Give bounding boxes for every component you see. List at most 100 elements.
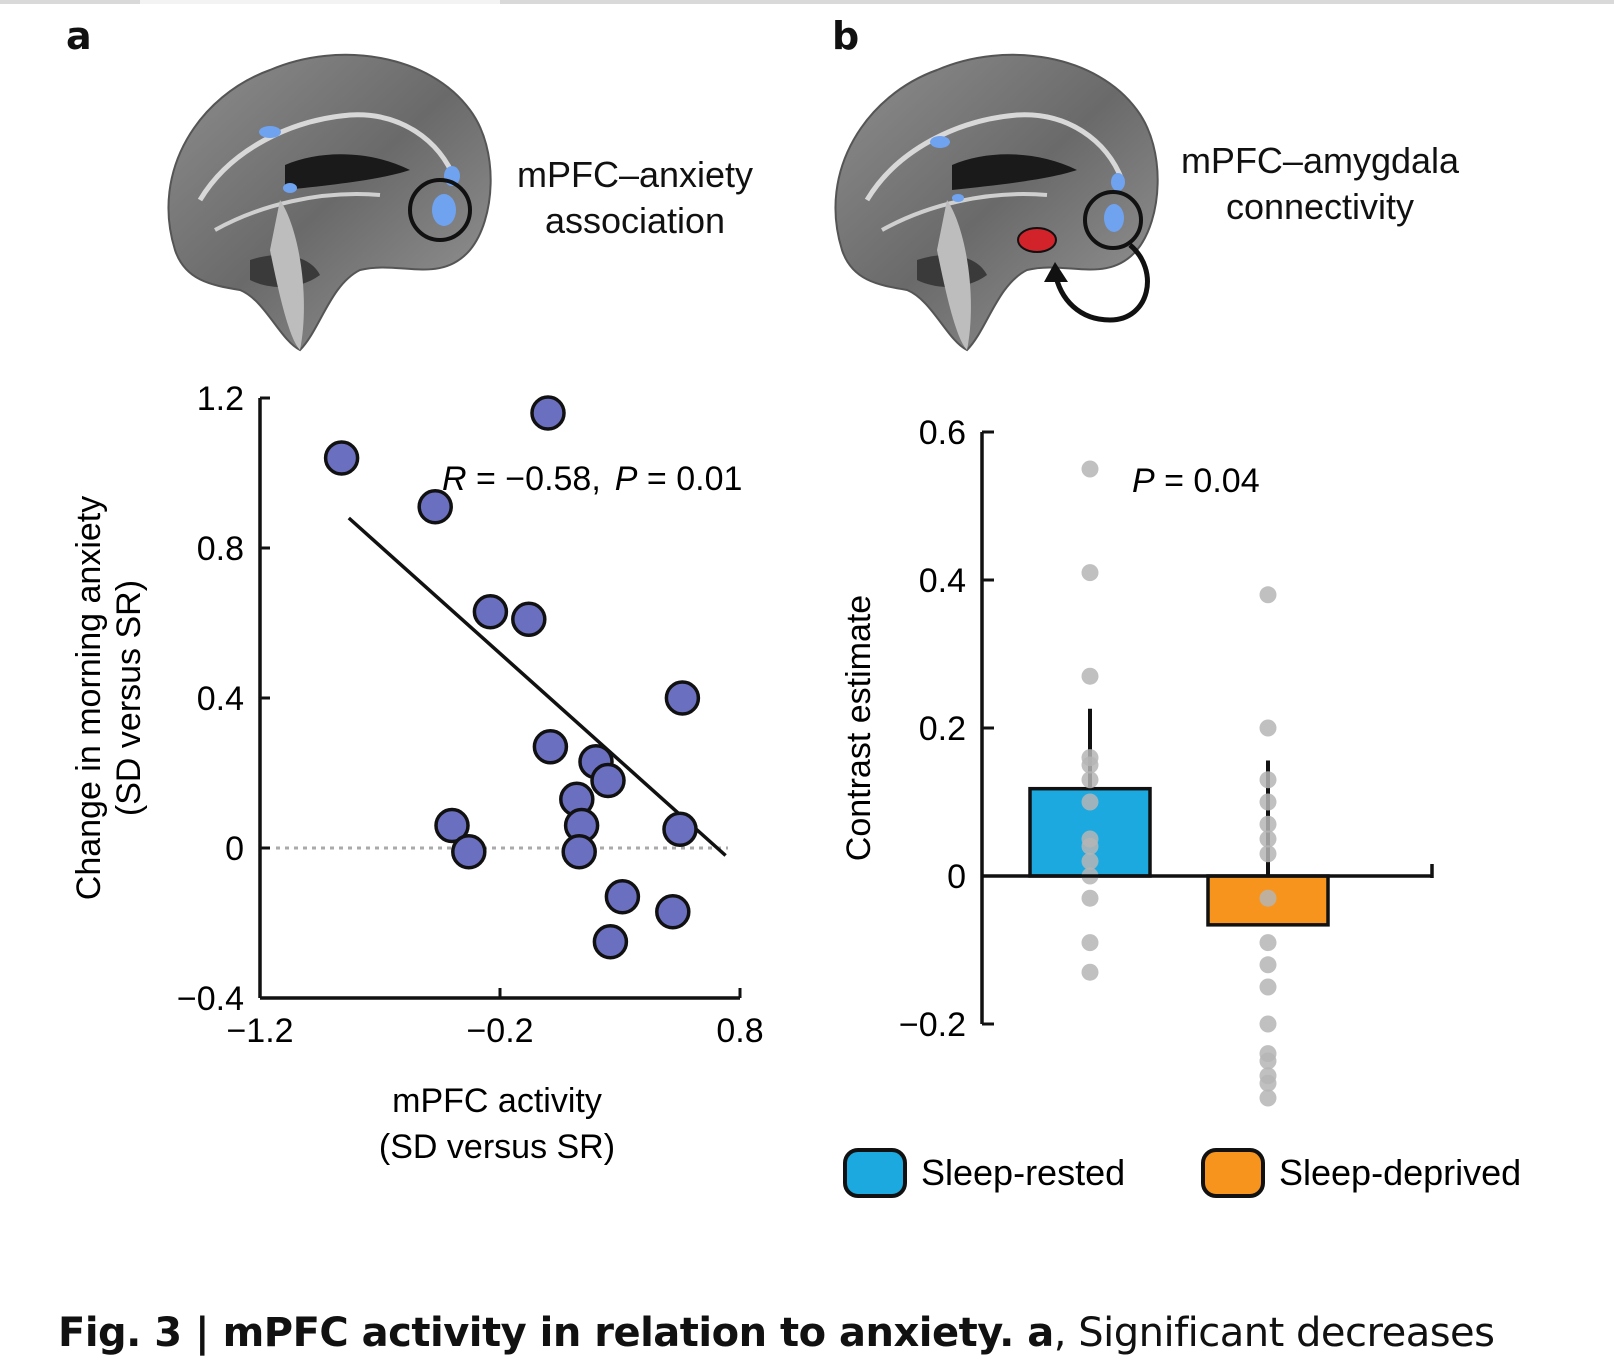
bar-tick-labels: −0.2 0 0.2 0.4 0.6 xyxy=(899,414,966,1044)
individual-dot xyxy=(1259,830,1277,848)
scatter-xtick-label: 0.8 xyxy=(716,1012,763,1050)
caption-rest: , Significant decreases xyxy=(1053,1310,1495,1356)
brain-label-a: mPFC–anxiety association xyxy=(500,152,770,244)
scatter-ylabel-line1: Change in morning anxiety xyxy=(70,496,108,900)
individual-dot xyxy=(1259,845,1277,863)
activation-blob-b4 xyxy=(1104,204,1124,232)
bar-p-annotation: P = 0.04 xyxy=(1132,462,1260,500)
bar-ytick-label: 0 xyxy=(947,858,966,896)
scatter-point xyxy=(561,834,597,870)
scatter-ytick-label: 1.2 xyxy=(197,380,244,418)
individual-dot xyxy=(1259,1074,1277,1092)
scatter-chart: −0.4 0 0.4 0.8 1.2 −1.2 −0.2 0.8 R = −0.58, P = … xyxy=(70,380,764,1166)
individual-dot xyxy=(1259,771,1277,789)
scatter-point xyxy=(434,807,470,844)
scatter-xlabel-line1: mPFC activity xyxy=(392,1082,602,1120)
bar-ytick-label: −0.2 xyxy=(899,1006,966,1044)
scatter-point xyxy=(604,879,641,915)
individual-dot xyxy=(1081,756,1099,774)
amygdala-marker xyxy=(1017,227,1057,253)
individual-dots xyxy=(1081,460,1277,1107)
brain-label-b-line1: mPFC–amygdala xyxy=(1180,140,1460,181)
scatter-ylabel-line2: (SD versus SR) xyxy=(110,580,148,816)
scatter-point xyxy=(655,894,691,930)
individual-dot xyxy=(1259,815,1277,833)
annotation-r-symbol: R xyxy=(442,460,467,498)
scatter-point xyxy=(451,834,487,870)
individual-dot xyxy=(1259,889,1277,907)
scatter-tick-labels: −0.4 0 0.4 0.8 1.2 −1.2 −0.2 0.8 xyxy=(177,380,764,1050)
individual-dot xyxy=(1081,889,1099,907)
regression-line xyxy=(347,516,727,857)
individual-dot xyxy=(1081,837,1099,855)
activation-blob-a4 xyxy=(432,194,456,226)
scatter-point xyxy=(472,594,509,630)
top-border-tab xyxy=(140,0,500,4)
connectivity-arrowhead xyxy=(1044,262,1068,282)
panel-letter-a: a xyxy=(66,14,92,58)
scatter-point xyxy=(530,395,566,431)
legend-swatch-sleep-deprived xyxy=(1201,1148,1265,1198)
bars xyxy=(1028,786,1330,927)
activation-blob-a2 xyxy=(283,183,297,193)
scatter-ytick-label: 0 xyxy=(225,830,244,868)
brain-label-a-line1: mPFC–anxiety xyxy=(516,154,754,195)
scatter-xlabel-line2: (SD versus SR) xyxy=(379,1128,615,1166)
activation-blob-b2 xyxy=(952,194,964,202)
scatter-ytick-label: 0.8 xyxy=(197,530,244,568)
brain-image-a xyxy=(167,53,492,352)
individual-dot xyxy=(1259,978,1277,996)
connectivity-arrow xyxy=(1052,243,1150,323)
individual-dot xyxy=(1081,460,1099,478)
scatter-points xyxy=(323,395,701,960)
bar-chart: −0.2 0 0.2 0.4 0.6 P = 0.04 Contrast estimat… xyxy=(840,414,1521,1198)
scatter-point xyxy=(323,440,360,476)
scatter-point xyxy=(417,489,453,525)
individual-dot xyxy=(1259,934,1277,952)
annotation-p-symbol: P xyxy=(615,460,638,498)
brain-image-b xyxy=(834,53,1159,352)
scatter-point xyxy=(511,601,547,637)
caption-bold: Fig. 3 | mPFC activity in relation to an… xyxy=(58,1310,1054,1356)
bar-ytick-label: 0.2 xyxy=(919,710,966,748)
brain-label-b: mPFC–amygdala connectivity xyxy=(1160,138,1480,230)
individual-dot xyxy=(1081,963,1099,981)
bar-ylabel: Contrast estimate xyxy=(840,595,878,861)
legend-swatch-sleep-rested xyxy=(843,1148,907,1198)
scatter-point xyxy=(590,762,626,799)
scatter-point xyxy=(532,729,569,765)
individual-dot xyxy=(1259,793,1277,811)
figure-caption: Fig. 3 | mPFC activity in relation to an… xyxy=(58,1310,1495,1356)
activation-blob-b3 xyxy=(1111,173,1125,191)
scatter-point xyxy=(592,924,629,960)
individual-dot xyxy=(1259,1015,1277,1033)
legend: Sleep-rested Sleep-deprived xyxy=(843,1148,1521,1198)
individual-dot xyxy=(1081,852,1099,870)
bar-p-value: = 0.04 xyxy=(1155,462,1260,500)
individual-dot xyxy=(1259,586,1277,604)
individual-dot xyxy=(1259,1052,1277,1070)
brain-label-a-line2: association xyxy=(544,200,726,241)
scatter-axes xyxy=(258,396,742,1000)
individual-dot xyxy=(1259,719,1277,737)
individual-dot xyxy=(1081,793,1099,811)
correlation-annotation: R = −0.58, P = 0.01 xyxy=(442,460,742,498)
individual-dot xyxy=(1259,956,1277,974)
scatter-ytick-label: −0.4 xyxy=(177,980,244,1018)
scatter-ytick-label: 0.4 xyxy=(197,680,244,718)
scatter-point xyxy=(662,811,698,847)
individual-dot xyxy=(1081,564,1099,582)
scatter-xtick-label: −0.2 xyxy=(466,1012,533,1050)
individual-dot xyxy=(1081,667,1099,685)
annotation-p-value: = 0.01 xyxy=(637,460,742,498)
activation-blob-b1 xyxy=(930,136,950,148)
bar-ytick-label: 0.4 xyxy=(919,562,966,600)
bar-ytick-label: 0.6 xyxy=(919,414,966,452)
figure: −0.4 0 0.4 0.8 1.2 −1.2 −0.2 0.8 R = −0.58, P = … xyxy=(70,53,1521,1198)
mpfc-circle-b xyxy=(1083,190,1143,250)
panel-letter-b: b xyxy=(832,14,860,58)
scatter-point xyxy=(664,680,701,716)
mpfc-circle-a xyxy=(408,178,472,242)
bar-p-symbol: P xyxy=(1132,462,1155,500)
activation-blob-a1 xyxy=(259,126,281,138)
